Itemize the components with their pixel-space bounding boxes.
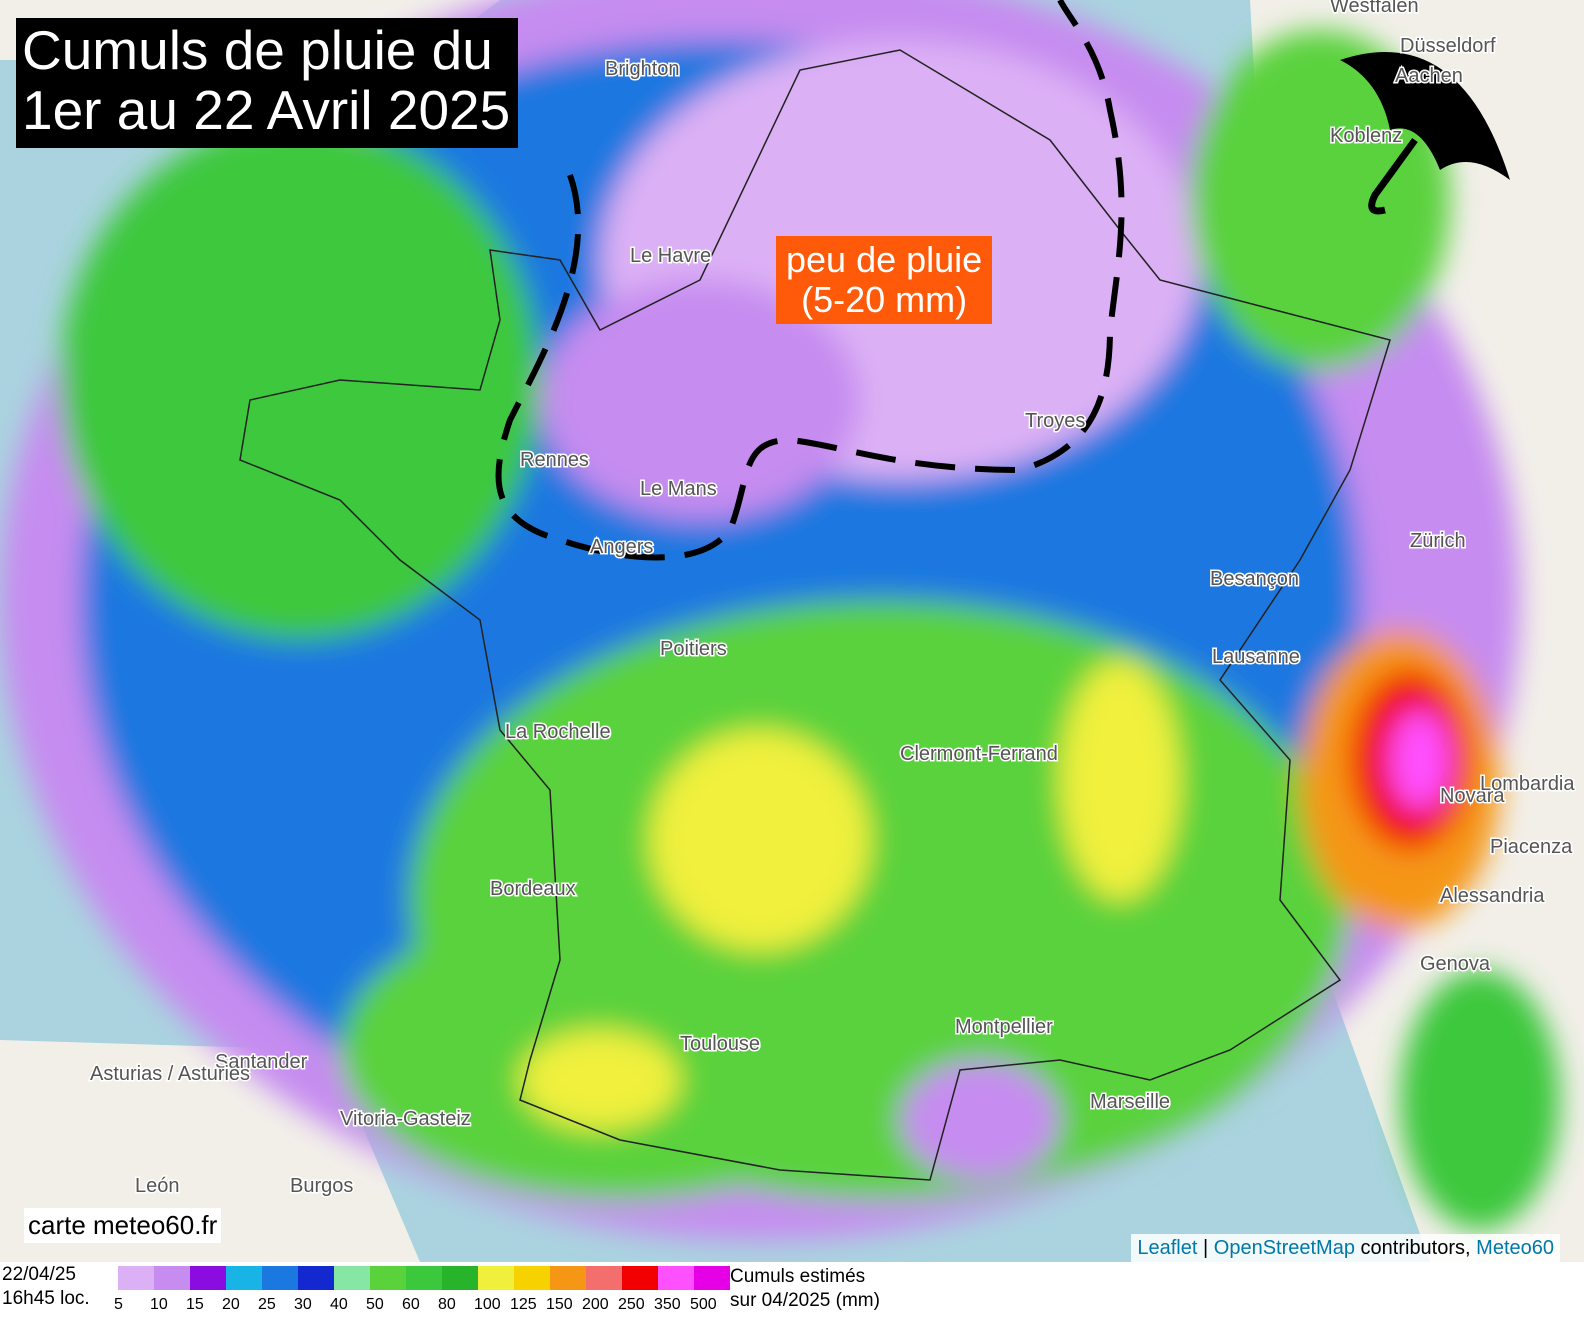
legend-swatch <box>298 1266 334 1290</box>
legend-swatch <box>262 1266 298 1290</box>
place-label: Le Havre <box>630 245 711 267</box>
legend-label: 15 <box>186 1296 204 1313</box>
legend-date: 22/04/25 <box>2 1264 76 1285</box>
place-label: Düsseldorf <box>1400 35 1496 57</box>
place-label: Clermont-Ferrand <box>900 743 1058 765</box>
legend-label: 250 <box>618 1296 645 1313</box>
osm-link[interactable]: OpenStreetMap <box>1213 1237 1355 1259</box>
legend-label: 200 <box>582 1296 609 1313</box>
place-label: Angers <box>590 536 653 558</box>
legend-swatch <box>658 1266 694 1290</box>
place-label: Lombardia <box>1480 773 1575 795</box>
contributors: contributors, <box>1360 1237 1471 1259</box>
place-label: Asturias / Asturies <box>90 1063 250 1085</box>
legend-swatch <box>370 1266 406 1290</box>
place-label: Montpellier <box>955 1016 1053 1038</box>
legend-label: 100 <box>474 1296 501 1313</box>
legend-time: 16h45 loc. <box>2 1288 90 1309</box>
place-label: Genova <box>1420 953 1491 975</box>
title-line: Cumuls de pluie du <box>22 19 493 81</box>
place-label: Zürich <box>1410 530 1466 552</box>
legend-swatch <box>190 1266 226 1290</box>
annotation-line: peu de pluie <box>786 239 983 280</box>
place-label: Piacenza <box>1490 836 1573 858</box>
legend-label: 60 <box>402 1296 420 1313</box>
place-label: Alessandria <box>1440 885 1545 907</box>
title-line: 1er au 22 Avril 2025 <box>22 79 511 141</box>
legend-swatch <box>118 1266 154 1290</box>
legend-swatch <box>514 1266 550 1290</box>
place-label: Koblenz <box>1330 125 1402 147</box>
place-label: Burgos <box>290 1175 353 1197</box>
place-label: Toulouse <box>680 1033 760 1055</box>
attribution: Leaflet | OpenStreetMap contributors, Me… <box>1131 1234 1560 1263</box>
legend-label: 125 <box>510 1296 537 1313</box>
place-label: Aachen <box>1395 65 1463 87</box>
legend-label: 50 <box>366 1296 384 1313</box>
legend-label: 40 <box>330 1296 348 1313</box>
separator: | <box>1203 1237 1209 1259</box>
place-label: Poitiers <box>660 638 727 660</box>
place-label: Novara <box>1440 785 1505 807</box>
legend-label: 10 <box>150 1296 168 1313</box>
legend-label: 80 <box>438 1296 456 1313</box>
legend-label: 25 <box>258 1296 276 1313</box>
map: Brighton Le Havre Rennes Le Mans Angers Poiti… <box>0 0 1584 1262</box>
radar-field <box>0 0 1560 1240</box>
annotation: peu de pluie (5-20 mm) <box>776 236 993 324</box>
legend-label: 150 <box>546 1296 573 1313</box>
place-label: Santander <box>215 1051 308 1073</box>
place-label: Rennes <box>520 449 589 471</box>
place-label: Vitoria-Gasteiz <box>340 1108 471 1130</box>
legend-label: 20 <box>222 1296 240 1313</box>
legend-label: 500 <box>690 1296 717 1313</box>
map-title: Cumuls de pluie du 1er au 22 Avril 2025 <box>16 18 519 148</box>
legend-swatch <box>550 1266 586 1290</box>
leaflet-link[interactable]: Leaflet <box>1137 1237 1198 1259</box>
legend-caption: Cumuls estimés <box>730 1266 866 1287</box>
place-label: Lausanne <box>1212 646 1300 668</box>
meteo60-link[interactable]: Meteo60 <box>1476 1237 1554 1259</box>
place-label: Marseille <box>1090 1091 1170 1113</box>
place-label: Brighton <box>605 58 680 80</box>
place-label: Besançon <box>1210 568 1299 590</box>
legend-swatch <box>442 1266 478 1290</box>
legend-swatch <box>694 1266 730 1290</box>
credit: carte meteo60.fr <box>24 1208 222 1243</box>
legend-caption: sur 04/2025 (mm) <box>730 1290 880 1311</box>
legend-swatch <box>154 1266 190 1290</box>
legend-swatch <box>406 1266 442 1290</box>
legend-swatch <box>478 1266 514 1290</box>
place-labels: Brighton Le Havre Rennes Le Mans Angers Poiti… <box>89 0 1577 1199</box>
legend-label: 350 <box>654 1296 681 1313</box>
place-label: León <box>135 1175 180 1197</box>
legend-swatch <box>586 1266 622 1290</box>
legend-swatch <box>622 1266 658 1290</box>
legend-label: 30 <box>294 1296 312 1313</box>
annotation-line: (5-20 mm) <box>801 279 968 320</box>
place-label: Troyes <box>1025 410 1085 432</box>
place-label: Bordeaux <box>490 878 576 900</box>
place-label: La Rochelle <box>505 721 611 743</box>
place-label: Le Mans <box>640 478 717 500</box>
legend-swatch <box>334 1266 370 1290</box>
place-label: Westfalen <box>1330 0 1419 17</box>
france-outline <box>239 49 1391 1181</box>
legend-label: 5 <box>114 1296 123 1313</box>
legend-swatch <box>226 1266 262 1290</box>
legend: 22/04/25 16h45 loc. Cumuls estimés sur 0… <box>0 1262 1584 1328</box>
umbrella-icon <box>1340 52 1510 215</box>
